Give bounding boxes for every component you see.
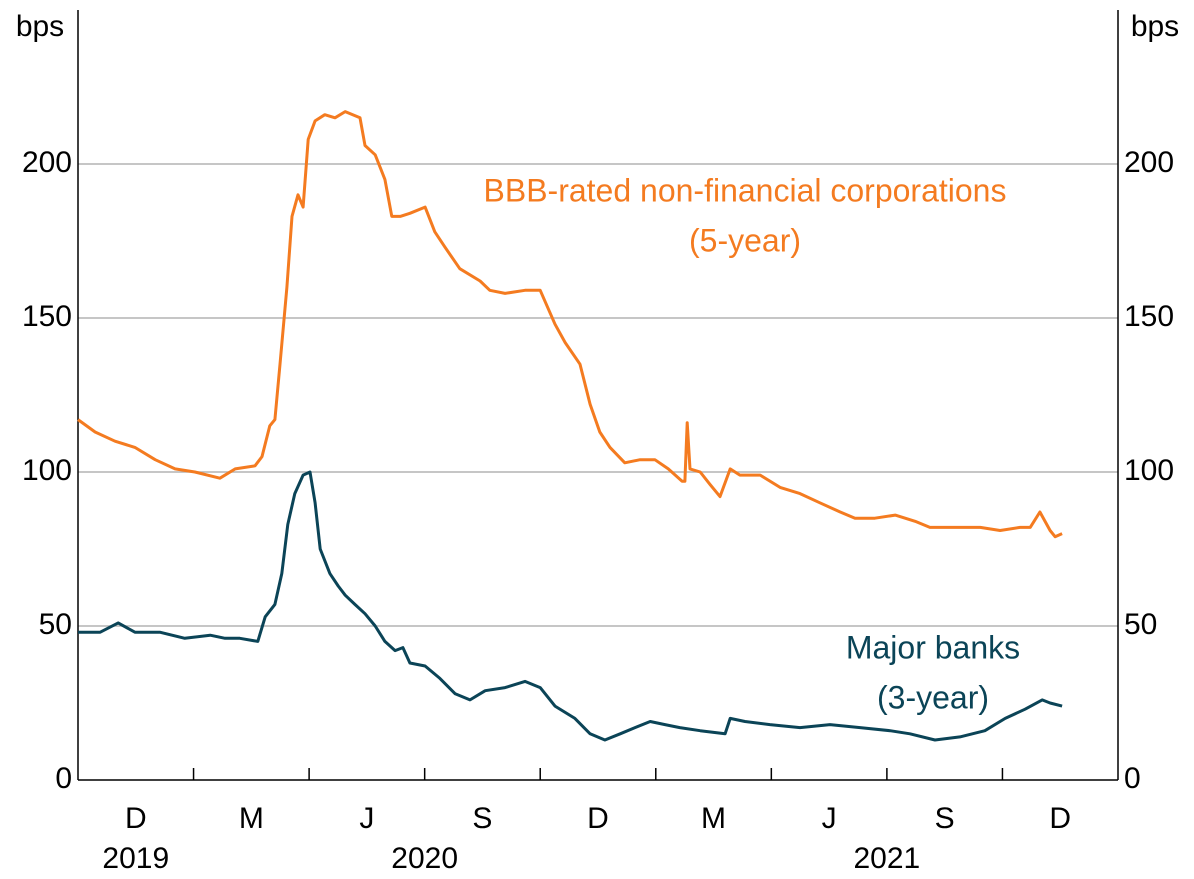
- x-tick-label: D: [125, 802, 147, 835]
- x-tick-label: S: [472, 802, 492, 835]
- x-tick-label: J: [359, 802, 374, 835]
- x-tick-label: J: [822, 802, 837, 835]
- y-tick-label: 50: [39, 608, 72, 641]
- y2-tick-label: 200: [1124, 146, 1174, 179]
- x-tick-label: S: [935, 802, 955, 835]
- year-label: 2019: [102, 842, 169, 875]
- series-label: (3-year): [877, 679, 989, 715]
- series-label: (5-year): [689, 222, 801, 258]
- y2-tick-label: 100: [1124, 454, 1174, 487]
- year-label: 2020: [391, 842, 458, 875]
- year-label: 2021: [854, 842, 921, 875]
- y2-tick-label: 0: [1124, 762, 1141, 795]
- y-tick-label: 0: [55, 762, 72, 795]
- y-tick-label: 150: [22, 300, 72, 333]
- y2-tick-label: 50: [1124, 608, 1157, 641]
- y2-axis-label: bps: [1131, 10, 1179, 43]
- y-axis-label: bps: [16, 10, 64, 43]
- x-tick-label: D: [587, 802, 609, 835]
- series-line: [78, 470, 1063, 742]
- x-tick-label: D: [1049, 802, 1071, 835]
- x-tick-label: M: [239, 802, 264, 835]
- y-tick-label: 100: [22, 454, 72, 487]
- series-label: Major banks: [846, 629, 1020, 665]
- series-label: BBB-rated non-financial corporations: [484, 172, 1007, 208]
- series-line: [77, 110, 1063, 539]
- y-tick-label: 200: [22, 146, 72, 179]
- y2-tick-label: 150: [1124, 300, 1174, 333]
- x-tick-label: M: [701, 802, 726, 835]
